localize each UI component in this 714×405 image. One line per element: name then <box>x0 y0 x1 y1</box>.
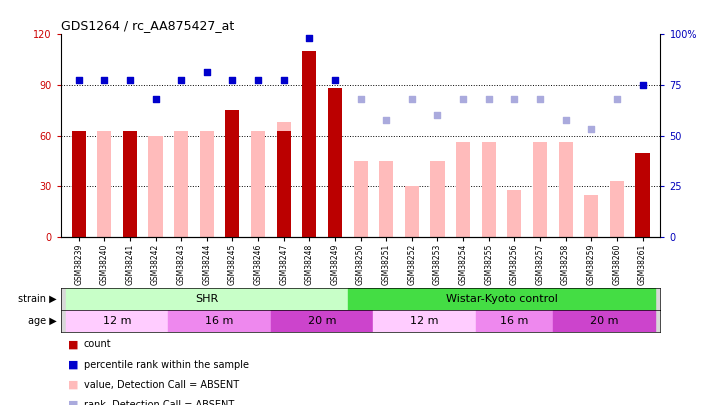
Point <box>560 117 571 124</box>
Point <box>508 95 520 102</box>
Bar <box>66 310 169 332</box>
Point <box>329 77 341 83</box>
Text: value, Detection Call = ABSENT: value, Detection Call = ABSENT <box>84 380 238 390</box>
Text: SHR: SHR <box>195 294 218 304</box>
Text: Wistar-Kyoto control: Wistar-Kyoto control <box>446 294 558 304</box>
Bar <box>169 310 271 332</box>
Point <box>201 68 213 75</box>
Bar <box>373 310 476 332</box>
Bar <box>558 143 573 237</box>
Bar <box>251 130 265 237</box>
Bar <box>226 130 239 237</box>
Text: ■: ■ <box>68 380 79 390</box>
Text: 12 m: 12 m <box>411 316 439 326</box>
Bar <box>226 111 239 237</box>
Bar <box>456 143 470 237</box>
Text: GDS1264 / rc_AA875427_at: GDS1264 / rc_AA875427_at <box>61 19 234 32</box>
Bar <box>123 130 137 237</box>
Text: 20 m: 20 m <box>590 316 618 326</box>
Bar <box>200 130 213 237</box>
Text: 16 m: 16 m <box>501 316 528 326</box>
Text: ■: ■ <box>68 360 79 369</box>
Text: rank, Detection Call = ABSENT: rank, Detection Call = ABSENT <box>84 400 233 405</box>
Text: 12 m: 12 m <box>103 316 131 326</box>
Bar <box>276 130 291 237</box>
Bar <box>379 161 393 237</box>
Bar <box>508 190 521 237</box>
Point <box>73 77 84 83</box>
Text: ■: ■ <box>68 400 79 405</box>
Bar <box>482 143 496 237</box>
Bar <box>405 186 419 237</box>
Point <box>176 77 187 83</box>
Bar <box>328 88 342 237</box>
Text: strain ▶: strain ▶ <box>19 294 57 304</box>
Point <box>534 95 545 102</box>
Bar <box>66 288 348 310</box>
Bar <box>97 130 111 237</box>
Bar <box>271 310 373 332</box>
Bar <box>123 130 137 237</box>
Text: 16 m: 16 m <box>206 316 233 326</box>
Bar <box>71 130 86 237</box>
Point <box>406 95 418 102</box>
Bar <box>328 119 342 237</box>
Point <box>252 77 263 83</box>
Text: ■: ■ <box>68 339 79 349</box>
Point <box>637 82 648 88</box>
Point <box>99 77 110 83</box>
Point <box>150 95 161 102</box>
Point <box>611 95 623 102</box>
Point <box>381 117 392 124</box>
Bar <box>553 310 655 332</box>
Bar <box>476 310 553 332</box>
Bar <box>610 181 624 237</box>
Bar <box>302 51 316 237</box>
Bar <box>174 130 188 237</box>
Point <box>278 77 289 83</box>
Point <box>227 77 238 83</box>
Bar <box>635 153 650 237</box>
Bar <box>348 288 655 310</box>
Bar <box>533 143 547 237</box>
Point <box>355 95 366 102</box>
Text: age ▶: age ▶ <box>29 316 57 326</box>
Text: percentile rank within the sample: percentile rank within the sample <box>84 360 248 369</box>
Point <box>303 34 315 41</box>
Bar <box>71 130 86 237</box>
Point <box>585 126 597 132</box>
Point <box>432 112 443 119</box>
Bar <box>353 161 368 237</box>
Bar <box>635 153 650 237</box>
Text: 20 m: 20 m <box>308 316 336 326</box>
Text: count: count <box>84 339 111 349</box>
Point <box>458 95 469 102</box>
Bar <box>431 161 445 237</box>
Bar <box>302 51 316 237</box>
Bar <box>149 136 163 237</box>
Bar <box>276 122 291 237</box>
Point <box>124 77 136 83</box>
Point <box>483 95 494 102</box>
Bar <box>584 195 598 237</box>
